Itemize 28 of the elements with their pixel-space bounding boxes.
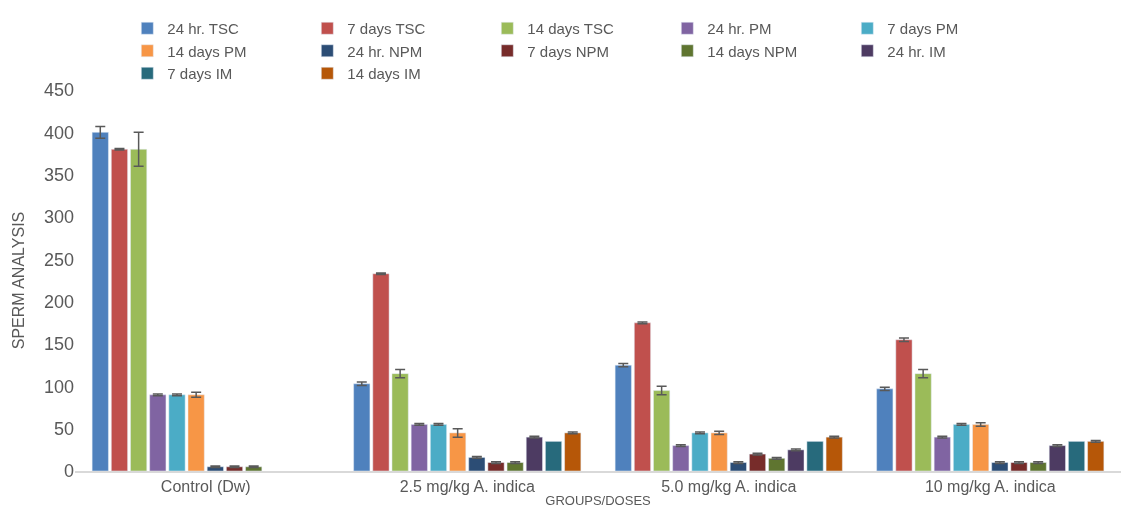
legend-label: 24 hr. IM <box>887 42 946 60</box>
y-tick-label: 350 <box>43 164 74 185</box>
x-tick-label: Control (Dw) <box>160 478 251 496</box>
y-tick-label: 450 <box>43 80 74 101</box>
y-tick-label: 400 <box>43 122 74 143</box>
legend-label: 24 hr. NPM <box>347 42 423 60</box>
x-axis-title: GROUPS/DOSES <box>545 493 652 509</box>
x-tick-label: 2.5 mg/kg A. indica <box>399 478 535 496</box>
legend-label: 24 hr. PM <box>707 20 772 38</box>
legend-label: 7 days IM <box>167 65 233 83</box>
legend-label: 7 days TSC <box>347 20 426 38</box>
legend-label: 14 days IM <box>347 65 421 83</box>
y-axis-title: SPERM ANALYSIS <box>9 211 27 350</box>
legend-label: 7 days PM <box>887 20 959 38</box>
y-tick-label: 250 <box>43 249 74 270</box>
y-tick-label: 200 <box>43 291 74 312</box>
legend-label: 24 hr. TSC <box>167 20 239 38</box>
y-tick-label: 100 <box>43 376 74 397</box>
y-tick-label: 300 <box>43 207 74 228</box>
legend-label: 14 days TSC <box>527 20 614 38</box>
legend-label: 7 days NPM <box>527 42 609 60</box>
y-tick-label: 150 <box>43 334 74 355</box>
x-tick-label: 5.0 mg/kg A. indica <box>661 478 797 496</box>
legend-label: 14 days NPM <box>707 42 798 60</box>
y-tick-label: 50 <box>53 418 74 439</box>
y-tick-label: 0 <box>63 461 74 482</box>
x-tick-label: 10 mg/kg A. indica <box>924 478 1056 496</box>
legend-label: 14 days PM <box>167 42 247 60</box>
